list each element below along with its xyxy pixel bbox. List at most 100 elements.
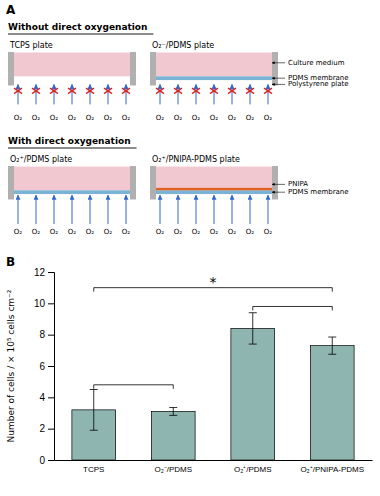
error-bar — [169, 408, 177, 416]
arrow — [90, 84, 91, 104]
o2-label: O₂ — [156, 228, 165, 236]
callout: PNIPA — [288, 180, 308, 188]
arrow — [178, 84, 179, 104]
error-cap — [90, 389, 98, 390]
o2-label: O₂ — [122, 114, 131, 122]
block-mark — [228, 88, 236, 94]
error-cap — [328, 354, 336, 355]
error-cap — [249, 344, 257, 345]
pdms-membrane — [156, 190, 272, 194]
x-tick: TCPS — [83, 460, 104, 474]
block-mark — [68, 88, 76, 94]
x-axis-line — [55, 460, 373, 461]
error-stem — [252, 313, 253, 344]
y-tick-label: 12 — [34, 267, 46, 278]
o2-label: O₂ — [246, 114, 255, 122]
arrow — [250, 84, 251, 104]
y-tick-label: 8 — [39, 329, 45, 340]
o2-label: O₂ — [210, 114, 219, 122]
bar — [231, 328, 275, 460]
x-axis: TCPSO₂⁻/PDMSO₂⁺/PDMSO₂⁺/PNIPA-PDMS — [55, 460, 373, 474]
error-stem — [332, 337, 333, 354]
block-mark — [156, 88, 164, 94]
y-tick: 10 — [34, 298, 54, 309]
block-mark — [246, 88, 254, 94]
block-mark — [210, 88, 218, 94]
block-mark — [228, 88, 236, 94]
block-mark — [104, 88, 112, 94]
o2-label: O₂ — [50, 114, 59, 122]
culture-medium — [156, 167, 272, 191]
plate-wall — [130, 52, 136, 85]
o2-label: O₂ — [104, 228, 113, 236]
block-mark — [174, 88, 182, 94]
o2-label: O₂ — [32, 114, 41, 122]
pdms-membrane — [156, 76, 272, 80]
y-axis: 024681012 — [34, 267, 55, 466]
bar — [310, 346, 354, 460]
x-tick: O₂⁺/PDMS — [234, 460, 272, 474]
x-tick-label: O₂⁻/PDMS — [154, 465, 192, 474]
o2-label: O₂ — [68, 114, 77, 122]
panel-label: A — [6, 3, 16, 17]
block-mark — [156, 88, 164, 94]
significance-label: * — [210, 274, 217, 290]
arrow — [108, 84, 109, 104]
arrow — [272, 78, 285, 79]
y-tick-label: 10 — [34, 298, 46, 309]
block-mark — [32, 88, 40, 94]
y-tick-mark — [48, 460, 54, 461]
y-axis-title: Number of cells / × 10⁵ cells cm⁻² — [6, 289, 16, 442]
block-mark — [210, 88, 218, 94]
y-tick: 8 — [39, 329, 54, 340]
header-rule — [8, 34, 153, 35]
o2-label: O₂ — [14, 114, 23, 122]
error-stem — [173, 408, 174, 416]
o2-label: O₂ — [86, 114, 95, 122]
o2-label: O₂ — [210, 228, 219, 236]
y-tick: 0 — [39, 455, 54, 466]
error-cap — [249, 312, 257, 313]
plate-label: O₂⁻/PDMS plate — [152, 41, 214, 50]
block-mark — [174, 88, 182, 94]
o2-label: O₂ — [228, 228, 237, 236]
block-mark — [264, 88, 272, 94]
callout: Culture medium — [288, 59, 345, 67]
block-mark — [192, 88, 200, 94]
arrow — [196, 195, 197, 224]
block-mark — [50, 88, 58, 94]
arrow — [268, 84, 269, 104]
y-tick: 2 — [39, 423, 54, 434]
block-mark — [122, 88, 130, 94]
callout: PDMS membrane — [288, 188, 349, 196]
arrow — [54, 195, 55, 224]
significance-bracket — [253, 306, 333, 310]
bar-chart: B024681012TCPSO₂⁻/PDMSO₂⁺/PDMSO₂⁺/PNIPA-… — [6, 255, 373, 474]
callout: Polystyrene plate — [288, 80, 349, 88]
arrow — [126, 195, 127, 224]
error-bar — [249, 313, 257, 344]
x-tick-label: TCPS — [83, 465, 104, 474]
y-tick: 4 — [39, 392, 54, 403]
y-tick-label: 0 — [39, 455, 45, 466]
block-mark — [14, 88, 22, 94]
o2-label: O₂ — [68, 228, 77, 236]
significance-bracket — [94, 385, 174, 389]
y-tick-mark — [48, 366, 54, 367]
y-tick-mark — [48, 429, 54, 430]
o2-label: O₂ — [192, 228, 201, 236]
o2-label: O₂ — [156, 114, 165, 122]
block-mark — [50, 88, 58, 94]
arrow — [72, 84, 73, 104]
arrow — [108, 195, 109, 224]
arrow — [126, 84, 127, 104]
plate-wall — [272, 52, 278, 85]
y-axis-line — [48, 273, 55, 461]
block-mark — [86, 88, 94, 94]
y-tick-mark — [48, 303, 54, 304]
block-mark — [104, 88, 112, 94]
pdms-membrane — [14, 190, 130, 194]
block-mark — [86, 88, 94, 94]
schematic: AWithout direct oxygenationO₂O₂O₂O₂O₂O₂O… — [6, 3, 349, 236]
arrow — [214, 84, 215, 104]
